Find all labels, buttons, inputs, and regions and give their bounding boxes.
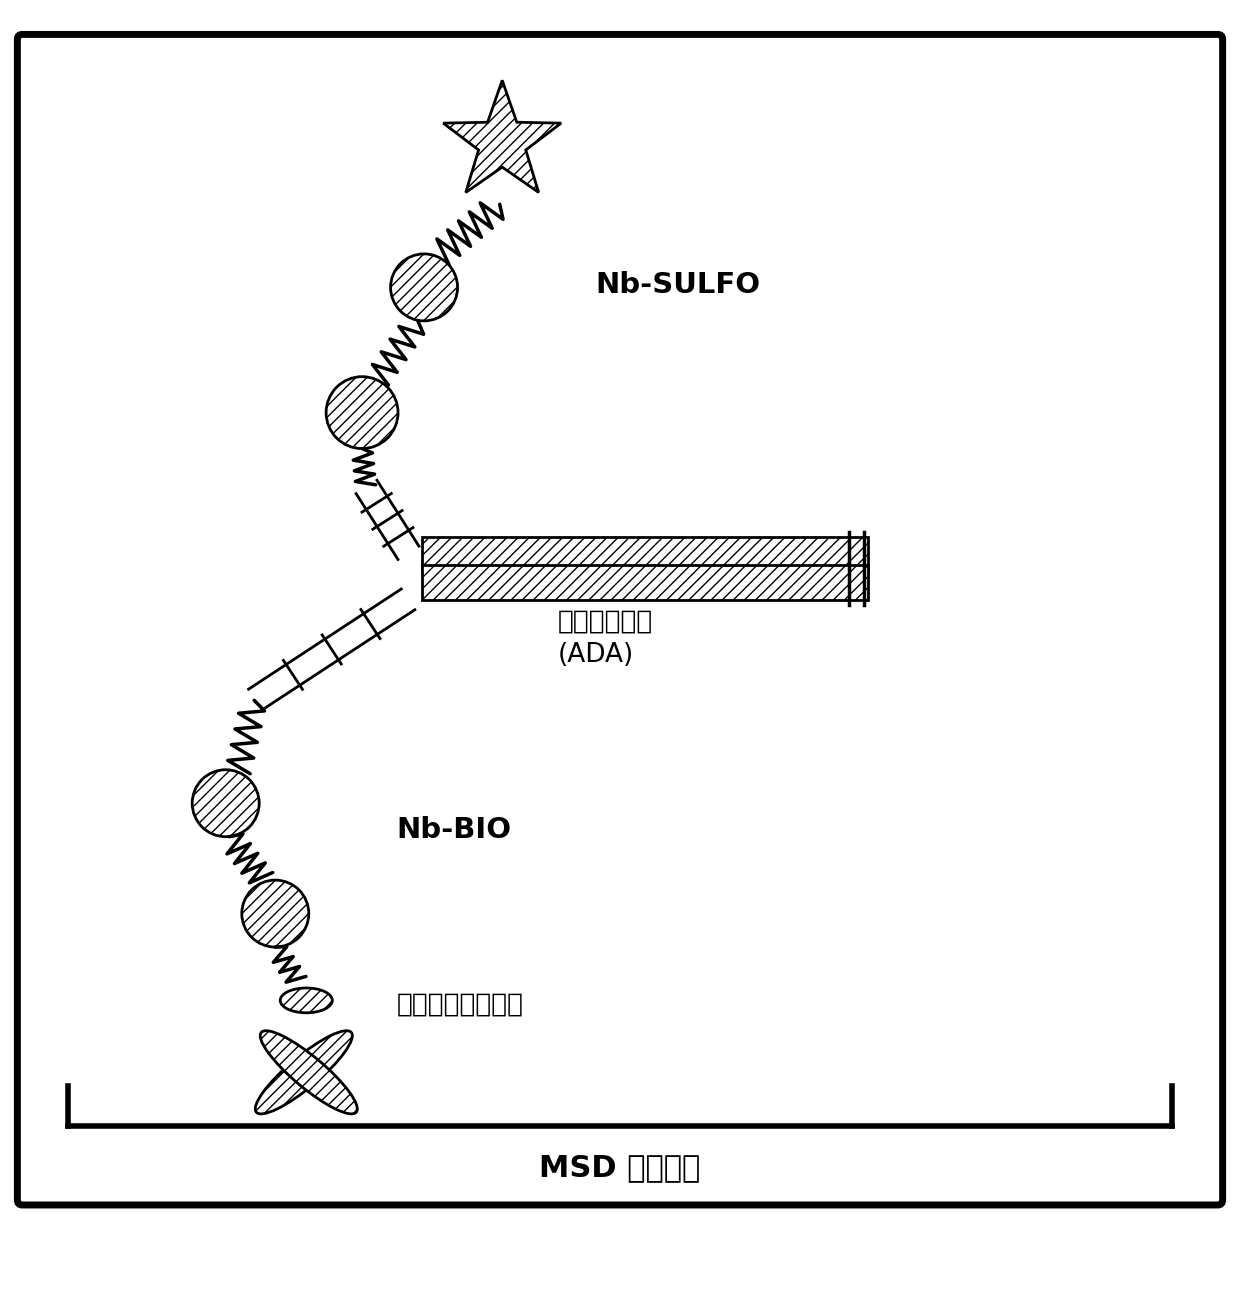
Circle shape (326, 376, 398, 449)
Polygon shape (422, 536, 868, 571)
Polygon shape (443, 80, 562, 192)
Ellipse shape (280, 987, 332, 1013)
Circle shape (391, 254, 458, 321)
Polygon shape (422, 565, 868, 599)
Circle shape (192, 770, 259, 837)
Polygon shape (248, 588, 415, 710)
Text: 抗－药物抗体
(ADA): 抗－药物抗体 (ADA) (558, 608, 653, 668)
FancyBboxPatch shape (17, 35, 1223, 1205)
Text: MSD 桥接形式: MSD 桥接形式 (539, 1154, 701, 1182)
Text: 链霨抗生物素蛋白: 链霨抗生物素蛋白 (397, 991, 523, 1017)
Polygon shape (356, 480, 419, 561)
Text: Nb-BIO: Nb-BIO (397, 816, 512, 844)
Circle shape (242, 880, 309, 947)
Ellipse shape (260, 1031, 357, 1114)
Ellipse shape (255, 1031, 352, 1114)
Text: Nb-SULFO: Nb-SULFO (595, 271, 760, 299)
